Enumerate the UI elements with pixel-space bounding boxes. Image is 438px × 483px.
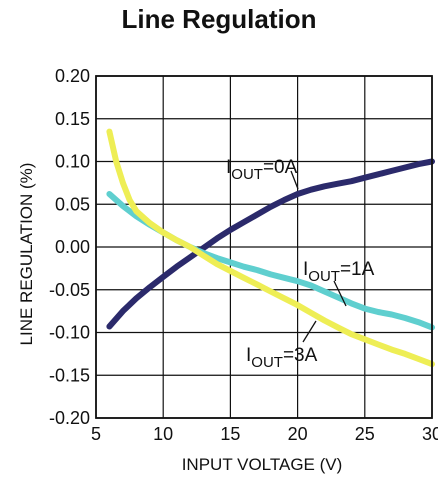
- y-tick-label: -0.20: [49, 408, 90, 428]
- series-line: [106, 128, 435, 368]
- y-tick-label: -0.15: [49, 365, 90, 385]
- x-tick-label: 5: [91, 424, 101, 444]
- plot-frame: [95, 75, 433, 419]
- annotation-leader-line: [302, 320, 317, 343]
- series-lines: [106, 128, 435, 368]
- x-axis-label: INPUT VOLTAGE (V): [182, 455, 343, 474]
- series-line: [106, 158, 435, 330]
- y-axis-label: LINE REGULATION (%): [17, 163, 36, 346]
- x-tick-label: 25: [355, 424, 375, 444]
- x-axis-ticks: 5 10 15 20 25 30: [91, 424, 438, 444]
- y-tick-label: 0.20: [55, 66, 90, 86]
- y-tick-label: 0.00: [55, 237, 90, 257]
- annotation-leader-line: [333, 280, 347, 307]
- series-line: [106, 191, 435, 331]
- y-axis-ticks: 0.20 0.15 0.10 0.05 0.00 -0.05 -0.10 -0.15 -0.20: [49, 66, 90, 428]
- x-tick-label: 20: [288, 424, 308, 444]
- series-annotations: IOUT=0A IOUT=1A IOUT=3A: [226, 157, 375, 371]
- y-tick-label: -0.10: [49, 323, 90, 343]
- y-tick-label: 0.05: [55, 194, 90, 214]
- y-tick-label: 0.10: [55, 152, 90, 172]
- y-tick-label: 0.15: [55, 109, 90, 129]
- x-tick-label: 10: [153, 424, 173, 444]
- series-annotation-label: IOUT=3A: [246, 345, 318, 371]
- x-tick-label: 30: [422, 424, 438, 444]
- series-annotation-label: IOUT=1A: [303, 259, 375, 285]
- series-annotation-label: IOUT=0A: [226, 157, 298, 183]
- y-tick-label: -0.05: [49, 280, 90, 300]
- x-tick-label: 15: [220, 424, 240, 444]
- chart-title: Line Regulation: [121, 4, 317, 34]
- annotation-leader-line: [290, 170, 299, 190]
